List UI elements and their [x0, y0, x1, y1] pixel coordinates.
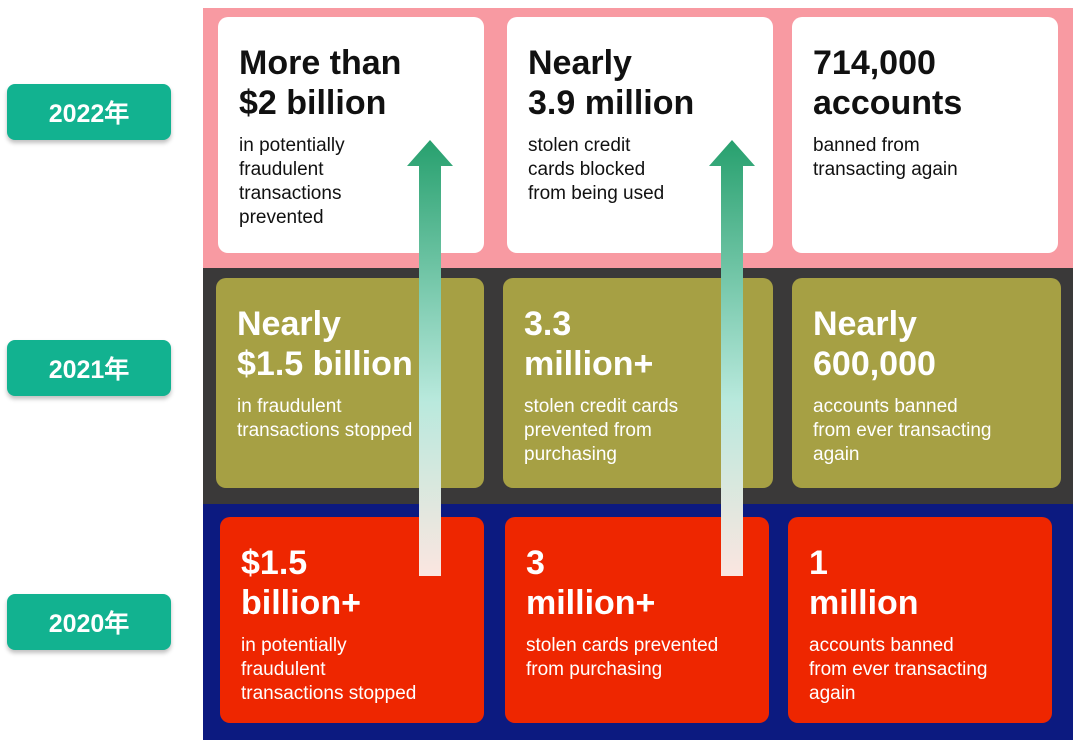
year-label-2021: 2021年: [7, 340, 171, 396]
card-headline: Nearly 3.9 million: [528, 44, 695, 122]
card-headline: Nearly $1.5 billion: [237, 305, 413, 383]
band-2020: $1.5 billion+ in potentially fraudulent …: [203, 504, 1073, 740]
card-description: stolen credit cards prevented from purch…: [524, 396, 679, 465]
year-label-2022: 2022年: [7, 84, 171, 140]
card-2020-accounts: 1 million accounts banned from ever tran…: [788, 517, 1052, 723]
card-description: banned from transacting again: [813, 135, 958, 180]
band-2022: More than $2 billion in potentially frau…: [203, 8, 1073, 268]
card-headline: More than $2 billion: [239, 44, 402, 122]
card-description: in fraudulent transactions stopped: [237, 396, 413, 441]
card-headline: 3.3 million+: [524, 305, 654, 383]
card-description: accounts banned from ever transacting ag…: [813, 396, 992, 465]
card-headline: 3 million+: [526, 544, 656, 622]
card-description: in potentially fraudulent transactions s…: [241, 635, 417, 704]
card-description: stolen credit cards blocked from being u…: [528, 135, 665, 204]
card-headline: 714,000 accounts: [813, 44, 963, 122]
card-headline: $1.5 billion+: [241, 544, 361, 622]
card-headline: 1 million: [809, 544, 919, 622]
band-2021: Nearly $1.5 billion in fraudulent transa…: [203, 268, 1073, 504]
card-2022-transactions: More than $2 billion in potentially frau…: [218, 17, 484, 253]
growth-arrow-left-icon: [407, 140, 453, 576]
card-description: in potentially fraudulent transactions p…: [239, 135, 345, 228]
card-2021-accounts: Nearly 600,000 accounts banned from ever…: [792, 278, 1061, 488]
year-label-2020: 2020年: [7, 594, 171, 650]
card-2022-accounts: 714,000 accounts banned from transacting…: [792, 17, 1058, 253]
card-headline: Nearly 600,000: [813, 305, 936, 383]
growth-arrow-right-icon: [709, 140, 755, 576]
card-description: accounts banned from ever transacting ag…: [809, 635, 988, 704]
card-description: stolen cards prevented from purchasing: [526, 635, 719, 680]
